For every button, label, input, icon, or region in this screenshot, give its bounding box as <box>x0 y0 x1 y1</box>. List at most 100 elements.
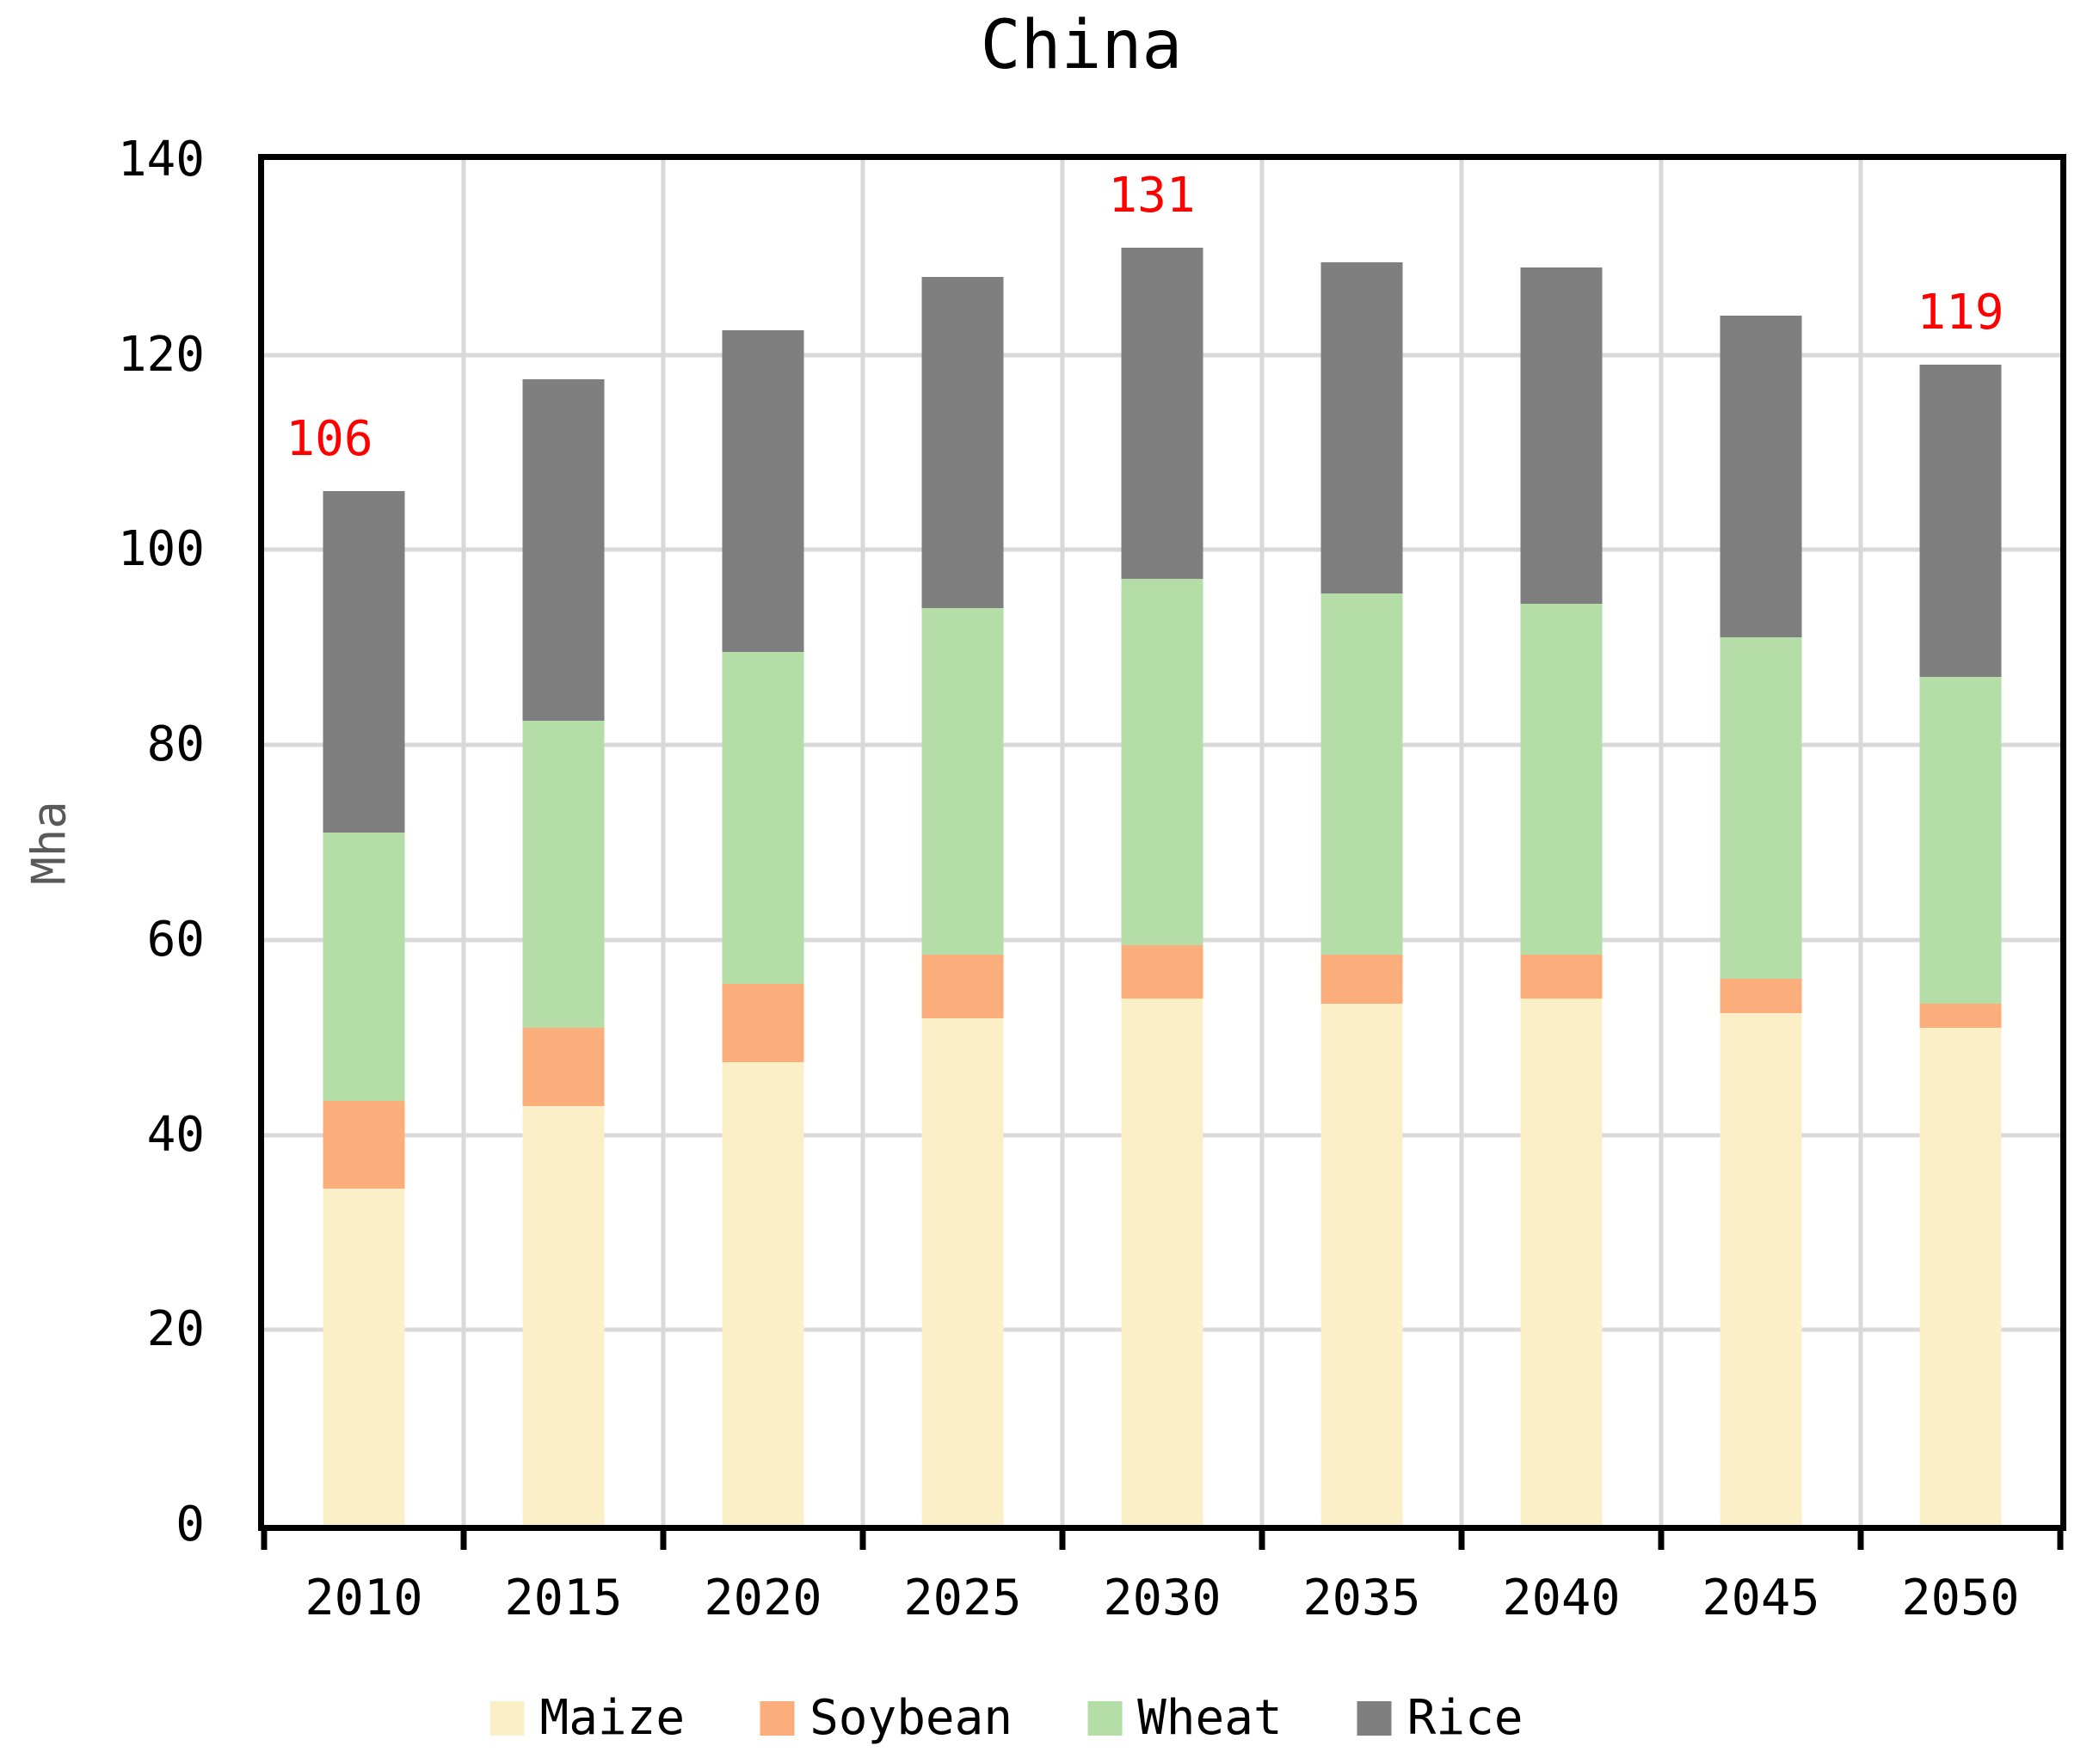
bar-2040 <box>1520 267 1603 1525</box>
bar-segment-wheat-2010 <box>323 833 405 1101</box>
y-axis-label: Mha <box>22 801 77 885</box>
bar-2015 <box>522 379 605 1525</box>
bar-segment-wheat-2045 <box>1720 637 1802 980</box>
bar-segment-wheat-2020 <box>722 652 804 984</box>
bar-segment-rice-2025 <box>921 277 1004 609</box>
bar-segment-wheat-2040 <box>1520 603 1603 955</box>
legend-item-soybean: Soybean <box>760 1686 1013 1751</box>
bar-2030 <box>1121 248 1203 1525</box>
bar-segment-wheat-2030 <box>1121 579 1203 945</box>
x-tick-label-2050: 2050 <box>1901 1570 2020 1626</box>
bar-segment-rice-2010 <box>323 491 405 833</box>
y-tick-label-40: 40 <box>146 1106 205 1163</box>
bar-segment-maize-2045 <box>1720 1012 1802 1525</box>
bar-segment-soybean-2020 <box>722 983 804 1062</box>
bar-segment-soybean-2040 <box>1520 954 1603 999</box>
bar-segment-maize-2020 <box>722 1061 804 1525</box>
x-tick-1 <box>460 1531 467 1550</box>
x-tick-label-2015: 2015 <box>504 1570 623 1626</box>
bar-segment-maize-2040 <box>1520 998 1603 1525</box>
gridline-v-8 <box>1858 160 1863 1525</box>
legend-label-maize: Maize <box>539 1690 686 1746</box>
bar-segment-maize-2030 <box>1121 998 1203 1525</box>
bar-segment-soybean-2025 <box>921 954 1004 1018</box>
total-label-2010: 106 <box>286 411 373 468</box>
bar-segment-rice-2045 <box>1720 316 1802 638</box>
y-tick-label-80: 80 <box>146 716 205 773</box>
x-tick-label-2020: 2020 <box>704 1570 822 1626</box>
bar-segment-wheat-2015 <box>522 720 605 1028</box>
legend-label-soybean: Soybean <box>809 1690 1013 1746</box>
bar-segment-rice-2050 <box>1919 365 2002 677</box>
bar-segment-maize-2010 <box>323 1188 405 1525</box>
bar-segment-soybean-2035 <box>1320 954 1403 1004</box>
gridline-v-7 <box>1659 160 1664 1525</box>
y-tick-label-120: 120 <box>117 326 205 383</box>
x-tick-5 <box>1259 1531 1265 1550</box>
legend-item-maize: Maize <box>489 1686 685 1751</box>
legend-item-rice: Rice <box>1357 1686 1523 1751</box>
x-tick-label-2025: 2025 <box>903 1570 1022 1626</box>
x-tick-label-2045: 2045 <box>1702 1570 1820 1626</box>
bar-segment-maize-2015 <box>522 1105 605 1525</box>
x-tick-4 <box>1059 1531 1066 1550</box>
bar-2045 <box>1720 316 1802 1525</box>
bar-2025 <box>921 277 1004 1525</box>
gridline-v-1 <box>461 160 466 1525</box>
legend: Maize Soybean Wheat Rice <box>489 1686 1523 1751</box>
bar-2050 <box>1919 365 2002 1525</box>
bar-segment-rice-2040 <box>1520 267 1603 604</box>
x-tick-8 <box>1857 1531 1864 1550</box>
gridline-v-2 <box>661 160 666 1525</box>
x-tick-7 <box>1658 1531 1665 1550</box>
bar-segment-wheat-2025 <box>921 608 1004 955</box>
soybean-swatch <box>760 1701 795 1736</box>
bar-segment-wheat-2035 <box>1320 593 1403 955</box>
y-tick-label-60: 60 <box>146 911 205 968</box>
gridline-v-3 <box>860 160 865 1525</box>
y-tick-label-0: 0 <box>175 1497 205 1552</box>
x-tick-9 <box>2057 1531 2064 1550</box>
total-label-2050: 119 <box>1917 285 2004 341</box>
legend-label-rice: Rice <box>1407 1690 1523 1746</box>
bar-segment-soybean-2050 <box>1919 1003 2002 1028</box>
bar-segment-maize-2025 <box>921 1017 1004 1525</box>
bar-2035 <box>1320 262 1403 1525</box>
bar-segment-maize-2050 <box>1919 1027 2002 1525</box>
bar-segment-rice-2035 <box>1320 262 1403 594</box>
bar-segment-rice-2030 <box>1121 248 1203 580</box>
bar-segment-soybean-2010 <box>323 1100 405 1189</box>
bar-segment-maize-2035 <box>1320 1003 1403 1525</box>
gridline-v-6 <box>1459 160 1464 1525</box>
x-tick-2 <box>660 1531 667 1550</box>
bar-2020 <box>722 330 804 1525</box>
bar-2010 <box>323 491 405 1525</box>
y-tick-label-100: 100 <box>117 521 205 578</box>
bar-segment-soybean-2030 <box>1121 944 1203 999</box>
bar-segment-soybean-2015 <box>522 1027 605 1106</box>
gridline-v-4 <box>1060 160 1065 1525</box>
rice-swatch <box>1357 1701 1392 1736</box>
legend-label-wheat: Wheat <box>1137 1690 1283 1746</box>
plot-area: 106 131 119 <box>258 154 2066 1531</box>
bar-segment-wheat-2050 <box>1919 676 2002 1004</box>
x-tick-6 <box>1458 1531 1465 1550</box>
y-tick-label-140: 140 <box>117 132 205 187</box>
x-tick-0 <box>261 1531 268 1550</box>
chart-title: China <box>980 7 1183 84</box>
bar-segment-rice-2015 <box>522 379 605 721</box>
wheat-swatch <box>1087 1701 1123 1736</box>
y-tick-label-20: 20 <box>146 1301 205 1358</box>
maize-swatch <box>489 1701 525 1736</box>
bar-segment-rice-2020 <box>722 330 804 653</box>
gridline-v-5 <box>1259 160 1265 1525</box>
x-tick-label-2030: 2030 <box>1103 1570 1222 1626</box>
legend-item-wheat: Wheat <box>1087 1686 1283 1751</box>
total-label-2030: 131 <box>1108 168 1196 224</box>
x-tick-label-2040: 2040 <box>1502 1570 1621 1626</box>
bar-segment-soybean-2045 <box>1720 979 1802 1013</box>
x-tick-3 <box>859 1531 866 1550</box>
x-tick-label-2035: 2035 <box>1302 1570 1421 1626</box>
x-tick-label-2010: 2010 <box>305 1570 423 1626</box>
